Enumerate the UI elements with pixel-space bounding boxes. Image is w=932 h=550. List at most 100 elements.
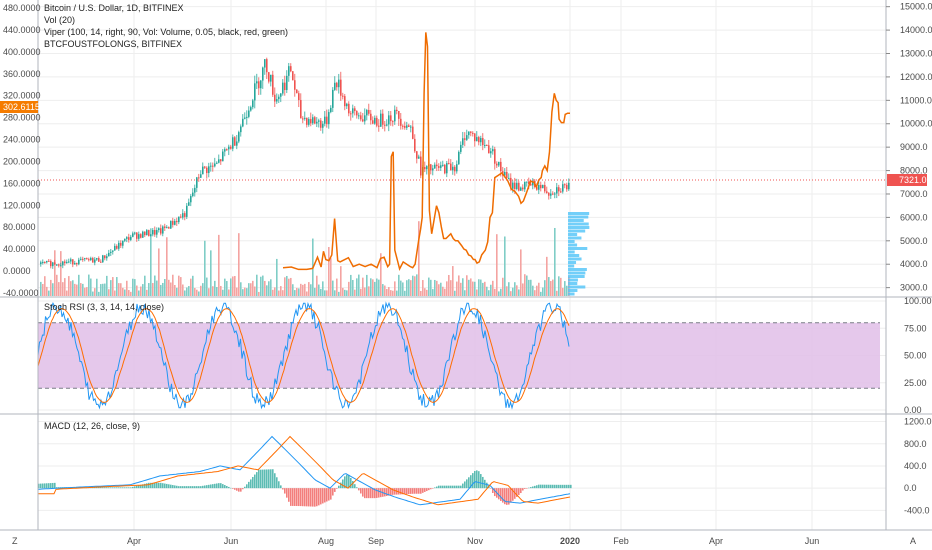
candle-body — [224, 149, 226, 151]
macd-histogram-bar — [180, 486, 182, 488]
macd-histogram-bar — [424, 488, 426, 492]
stoch-axis-tick-label: 75.00 — [904, 323, 927, 333]
macd-histogram-bar — [456, 486, 458, 488]
candle-body — [124, 239, 126, 241]
legend-macd[interactable]: MACD (12, 26, close, 9) — [44, 421, 140, 431]
candle-body — [232, 137, 234, 148]
timezone-corner-label[interactable]: Z — [12, 536, 18, 546]
viper-profile-bar — [568, 261, 576, 264]
left-axis-tick-label: 480.0000 — [3, 3, 41, 13]
candle-body — [500, 162, 502, 171]
volume-bar — [226, 281, 228, 296]
macd-histogram-bar — [272, 469, 274, 488]
candle-body — [88, 259, 90, 260]
candle-body — [296, 90, 298, 93]
volume-bar — [286, 276, 288, 296]
candle-body — [52, 262, 54, 266]
macd-histogram-bar — [250, 479, 252, 488]
volume-bar — [236, 288, 238, 296]
macd-histogram-bar — [282, 488, 284, 489]
candle-body — [216, 163, 218, 164]
legend-main-title[interactable]: Bitcoin / U.S. Dollar, 1D, BITFINEX — [44, 3, 184, 13]
volume-bar — [482, 283, 484, 296]
candle-body — [84, 258, 86, 259]
legend-viper[interactable]: Viper (100, 14, right, 90, Vol: Volume, … — [44, 27, 288, 37]
macd-histogram-bar — [562, 485, 564, 488]
candle-body — [402, 126, 404, 127]
time-axis[interactable]: Apr Jun Aug Sep Nov 2020 Feb Apr Jun — [127, 536, 819, 546]
candle-body — [60, 265, 62, 266]
candle-body — [56, 264, 58, 265]
legend-volume[interactable]: Vol (20) — [44, 15, 75, 25]
macd-histogram-bar — [314, 488, 316, 507]
volume-bar — [514, 282, 516, 296]
candle-body — [550, 194, 552, 196]
volume-bar — [440, 283, 442, 296]
macd-histogram-bar — [258, 470, 260, 488]
volume-bar — [228, 289, 230, 296]
candle-body — [122, 241, 124, 246]
candle-body — [256, 81, 258, 83]
macd-histogram-bar — [192, 486, 194, 488]
candle-body — [474, 134, 476, 142]
macd-histogram-bar — [428, 488, 430, 490]
volume-bar — [150, 228, 152, 296]
candle-body — [178, 217, 180, 223]
time-axis-label: 2020 — [560, 536, 580, 546]
volume-bar — [408, 279, 410, 296]
candle-body — [498, 162, 500, 166]
macd-histogram-bar — [536, 485, 538, 488]
volume-bar — [424, 288, 426, 296]
candle-body — [430, 164, 432, 170]
volume-bar — [530, 280, 532, 296]
macd-histogram-bar — [412, 488, 414, 494]
macd-histogram-bar — [378, 488, 380, 497]
candle-body — [348, 104, 350, 114]
macd-histogram-bar — [166, 484, 168, 488]
volume-bar — [196, 290, 198, 296]
volume-bar — [210, 250, 212, 296]
candle-body — [372, 120, 374, 123]
legend-shorts[interactable]: BTCFOUSTFOLONGS, BITFINEX — [44, 39, 182, 49]
legend-stoch-rsi[interactable]: Stoch RSI (3, 3, 14, 14, close) — [44, 302, 164, 312]
macd-histogram-bar — [172, 485, 174, 488]
macd-histogram-bar — [414, 488, 416, 494]
candle-body — [454, 167, 456, 172]
macd-histogram-bar — [228, 487, 230, 488]
volume-bar — [62, 282, 64, 296]
macd-histogram-bar — [386, 488, 388, 496]
macd-histogram-bar — [554, 485, 556, 488]
candle-body — [362, 119, 364, 121]
macd-histogram-bar — [266, 469, 268, 488]
volume-bar — [128, 290, 130, 296]
auto-scale-button[interactable]: A — [910, 536, 916, 546]
left-axis-tick-label: 160.0000 — [3, 178, 41, 188]
candle-body — [286, 76, 288, 90]
candle-body — [110, 252, 112, 253]
volume-bar — [448, 275, 450, 296]
volume-bar — [564, 281, 566, 296]
volume-bar — [412, 276, 414, 296]
volume-bar — [372, 279, 374, 296]
candle-body — [136, 233, 138, 239]
volume-bar — [142, 284, 144, 296]
macd-histogram-bar — [380, 488, 382, 497]
macd-histogram-bar — [292, 488, 294, 506]
volume-bar — [370, 278, 372, 296]
volume-bar — [414, 276, 416, 296]
candle-body — [376, 118, 378, 126]
candle-body — [354, 108, 356, 111]
candle-body — [234, 137, 236, 145]
macd-histogram-bar — [366, 488, 368, 498]
macd-histogram-bar — [440, 486, 442, 488]
volume-bar — [472, 282, 474, 296]
candle-body — [148, 230, 150, 236]
candle-body — [48, 261, 50, 262]
left-axis-tick-label: 360.0000 — [3, 69, 41, 79]
viper-profile-bar — [568, 247, 587, 250]
candle-body — [190, 196, 192, 202]
candle-body — [140, 234, 142, 238]
volume-bar — [162, 283, 164, 296]
